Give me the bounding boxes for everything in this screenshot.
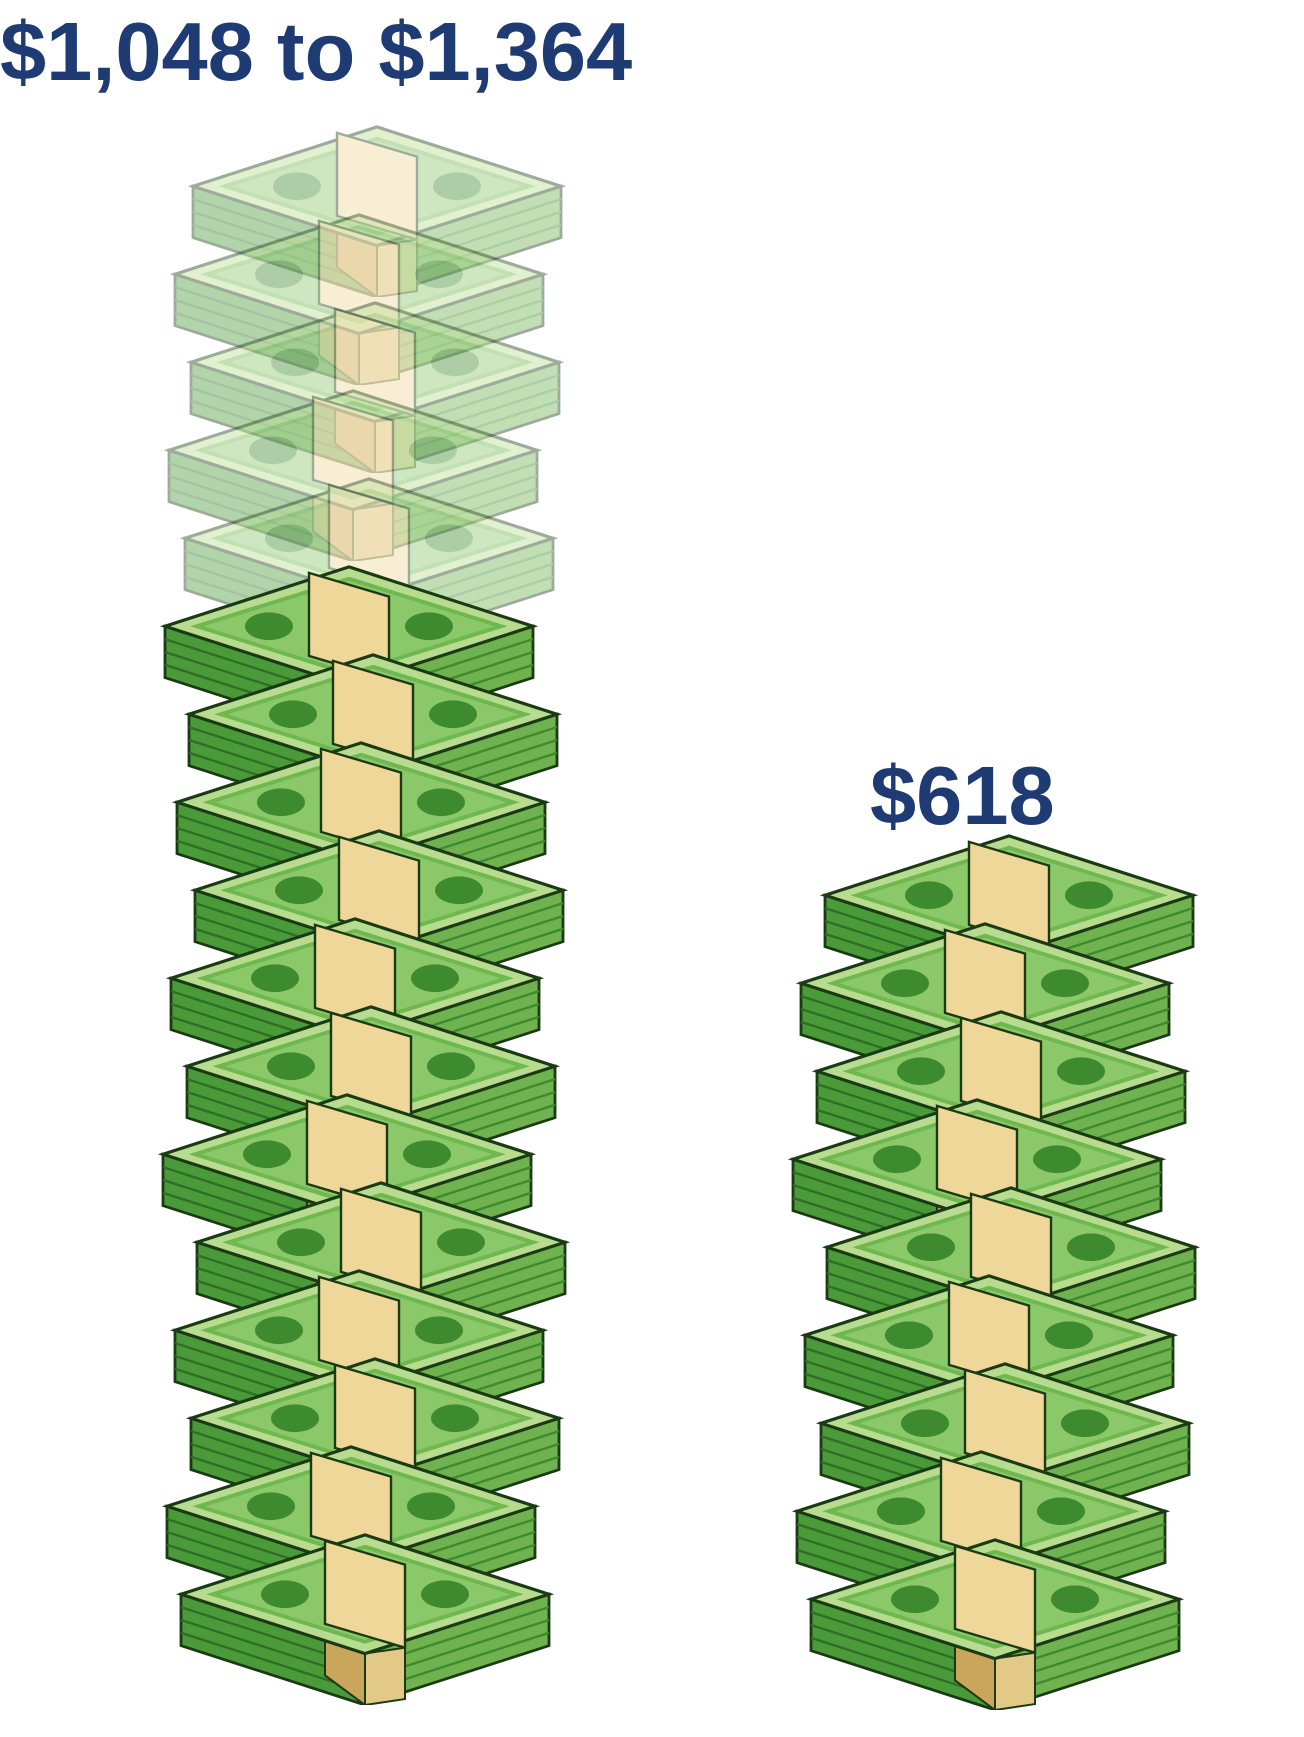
money-stack-left <box>165 0 565 1705</box>
money-bundle-icon <box>795 1532 1195 1710</box>
money-stack-right <box>795 0 1195 1710</box>
infographic-canvas: $1,048 to $1,364 $618 <box>0 0 1304 1737</box>
money-bundle-icon <box>165 1527 565 1705</box>
